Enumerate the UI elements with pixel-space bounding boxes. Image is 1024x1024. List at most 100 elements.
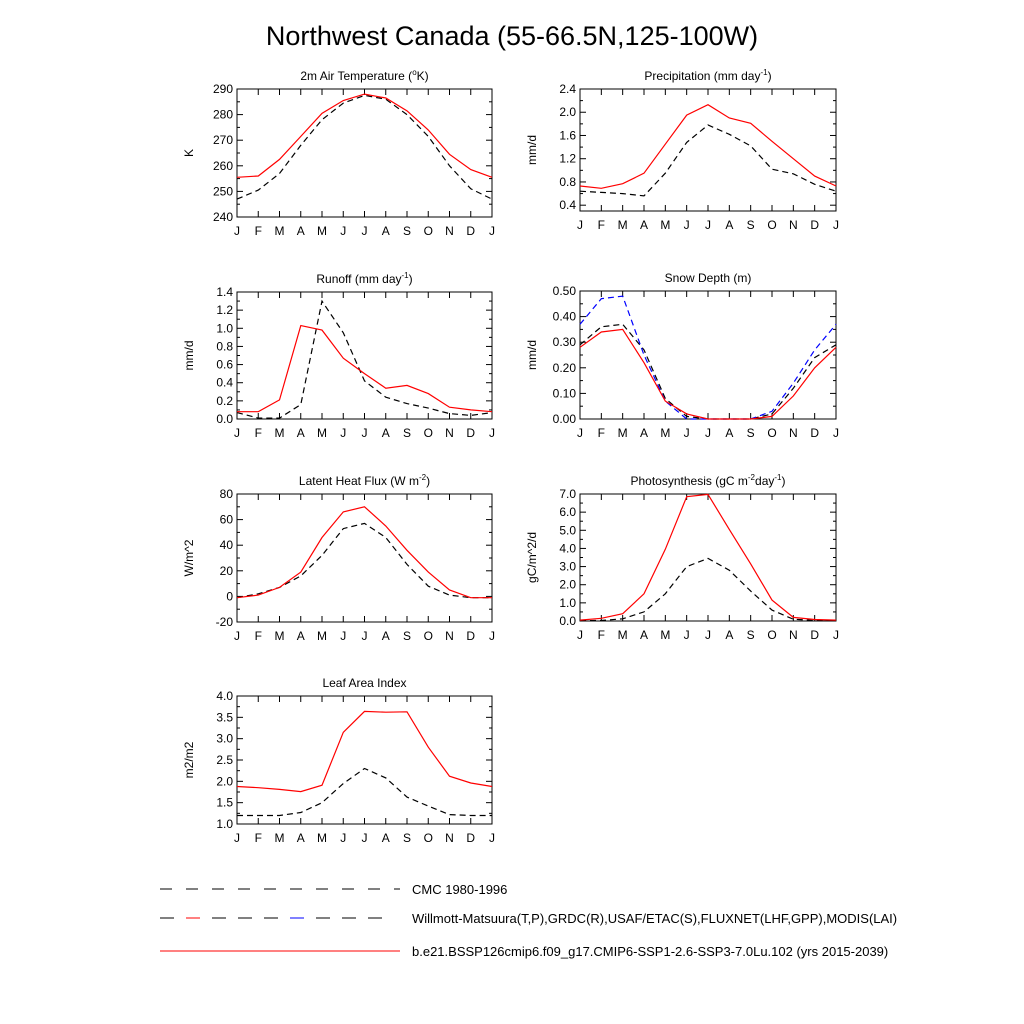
y-tick-label: 0.40 <box>553 310 577 324</box>
legend-label: Willmott-Matsuura(T,P),GRDC(R),USAF/ETAC… <box>412 911 897 926</box>
y-tick-label: 260 <box>213 159 233 173</box>
panels: 2m Air Temperature (oK) 240 250 260 270 280 29… <box>182 68 839 845</box>
y-tick-label: 7.0 <box>559 487 576 501</box>
x-tick-label: O <box>424 224 433 238</box>
x-tick-label: O <box>424 426 433 440</box>
x-tick-label: J <box>234 831 240 845</box>
x-tick-label: N <box>445 629 454 643</box>
x-tick-label: N <box>789 628 798 642</box>
y-tick-label: 60 <box>220 513 234 527</box>
plot-frame <box>236 493 493 623</box>
x-tick-label: M <box>618 218 628 232</box>
panel-title: Photosynthesis (gC m-2day-1) <box>631 473 786 488</box>
panel-title: 2m Air Temperature (oK) <box>300 68 428 83</box>
y-tick-label: 1.5 <box>216 796 233 810</box>
x-tick-label: J <box>705 218 711 232</box>
y-tick-label: 1.6 <box>559 128 576 142</box>
y-tick-label: 1.2 <box>559 152 576 166</box>
series-line-model <box>237 324 493 413</box>
x-tick-label: F <box>598 426 605 440</box>
plot-frame <box>236 291 493 420</box>
series-line-model <box>236 710 493 793</box>
x-tick-label: J <box>705 426 711 440</box>
x-tick-label: N <box>445 831 454 845</box>
y-tick-label: 0.0 <box>559 614 576 628</box>
x-tick-label: F <box>255 426 262 440</box>
x-tick-label: D <box>810 628 819 642</box>
x-tick-label: S <box>403 629 411 643</box>
y-tick-label: 0.4 <box>559 198 576 212</box>
legend: CMC 1980-1996 Willmott-Matsuura(T,P),GRDC… <box>160 882 897 959</box>
y-axis-label: mm/d <box>182 341 196 371</box>
y-tick-label: 0.20 <box>553 361 577 375</box>
x-tick-label: M <box>275 426 285 440</box>
panel-title: Latent Heat Flux (W m-2) <box>299 473 430 488</box>
y-axis-label: mm/d <box>525 340 539 370</box>
x-tick-label: A <box>297 831 305 845</box>
y-tick-label: 1.0 <box>216 321 233 335</box>
legend-entry: b.e21.BSSP126cmip6.f09_g17.CMIP6-SSP1-2.… <box>160 944 888 959</box>
x-tick-label: M <box>618 628 628 642</box>
x-tick-label: S <box>747 426 755 440</box>
x-tick-label: J <box>489 629 495 643</box>
legend-entry: Willmott-Matsuura(T,P),GRDC(R),USAF/ETAC… <box>160 911 897 926</box>
x-tick-label: D <box>810 218 819 232</box>
y-tick-label: 4.0 <box>559 541 576 555</box>
y-tick-label: 3.0 <box>216 732 233 746</box>
x-tick-label: M <box>660 426 670 440</box>
y-tick-label: 2.5 <box>216 753 233 767</box>
legend-entry: CMC 1980-1996 <box>160 882 507 897</box>
x-tick-label: A <box>725 426 733 440</box>
x-tick-label: D <box>466 426 475 440</box>
x-tick-label: M <box>317 426 327 440</box>
y-tick-label: 0.10 <box>553 386 577 400</box>
y-tick-label: 290 <box>213 82 233 96</box>
x-tick-label: F <box>598 218 605 232</box>
x-tick-label: J <box>684 628 690 642</box>
y-tick-label: 2.0 <box>559 105 576 119</box>
y-tick-label: 5.0 <box>559 523 576 537</box>
y-tick-label: 1.4 <box>216 285 233 299</box>
y-tick-label: 240 <box>213 210 233 224</box>
series-line-obs2 <box>579 295 837 420</box>
x-tick-label: A <box>640 628 648 642</box>
x-tick-label: F <box>255 831 262 845</box>
x-tick-label: J <box>833 426 839 440</box>
y-axis-label: W/m^2 <box>182 539 196 576</box>
x-tick-label: J <box>340 426 346 440</box>
x-tick-label: A <box>640 426 648 440</box>
y-tick-label: 0.4 <box>216 376 233 390</box>
x-tick-label: D <box>466 831 475 845</box>
y-axis-label: gC/m^2/d <box>525 532 539 583</box>
series-line-model <box>579 328 837 420</box>
panel-title: Precipitation (mm day-1) <box>644 68 771 83</box>
x-tick-label: J <box>340 224 346 238</box>
y-tick-label: 2.4 <box>559 82 576 96</box>
series-line-obs <box>236 522 492 599</box>
x-tick-label: J <box>684 218 690 232</box>
panel-temp: 2m Air Temperature (oK) 240 250 260 270 280 29… <box>182 68 495 238</box>
x-tick-label: N <box>789 218 798 232</box>
x-tick-label: J <box>362 224 368 238</box>
panel-runoff: Runoff (mm day-1) 0.0 0.2 0.4 0.6 0.8 1.0 1.2 1.… <box>182 271 495 440</box>
x-tick-label: O <box>424 629 433 643</box>
x-tick-label: J <box>833 628 839 642</box>
x-tick-label: A <box>297 224 305 238</box>
y-tick-label: 280 <box>213 108 233 122</box>
y-tick-label: 0.0 <box>216 412 233 426</box>
x-tick-label: A <box>725 628 733 642</box>
x-tick-label: O <box>424 831 433 845</box>
y-tick-label: 6.0 <box>559 505 576 519</box>
y-tick-label: 40 <box>220 538 234 552</box>
x-tick-label: A <box>725 218 733 232</box>
y-tick-label: 4.0 <box>216 689 233 703</box>
x-tick-label: F <box>598 628 605 642</box>
x-tick-label: J <box>705 628 711 642</box>
y-tick-label: 2.0 <box>216 774 233 788</box>
x-tick-label: J <box>234 629 240 643</box>
x-tick-label: A <box>382 426 390 440</box>
x-tick-label: J <box>340 629 346 643</box>
panel-title: Snow Depth (m) <box>665 271 752 285</box>
panel-title: Leaf Area Index <box>322 676 406 690</box>
x-tick-label: M <box>660 218 670 232</box>
